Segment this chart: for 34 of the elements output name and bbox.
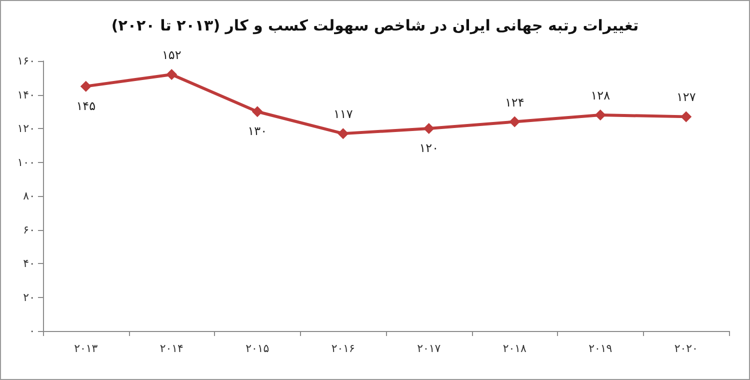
data-label: ۱۲۰: [419, 141, 439, 155]
x-tick-label: ۲۰۱۶: [331, 342, 355, 355]
point: [338, 128, 349, 140]
x-tick-label: ۲۰۱۳: [74, 342, 98, 355]
x-tick-label: ۲۰۱۵: [246, 342, 270, 355]
y-tick-label: ۱۴۰: [17, 88, 35, 102]
point: [252, 106, 263, 118]
data-label: ۱۲۸: [590, 88, 611, 102]
point: [166, 69, 178, 80]
point: [80, 80, 92, 92]
point: [509, 116, 520, 128]
data-label: ۱۳۰: [248, 124, 268, 138]
y-tick-label: ۱۰۰: [17, 156, 35, 169]
x-tick-label: ۲۰۱۹: [588, 342, 612, 355]
point: [423, 123, 434, 134]
y-tick-label: ۱۶۰: [17, 54, 35, 68]
x-tick-label: ۲۰۱۴: [160, 342, 184, 355]
point: [680, 111, 692, 122]
data-label: ۱۲۷: [676, 90, 696, 104]
y-tick-label: ۱۲۰: [17, 122, 35, 135]
data-label: ۱۵۲: [162, 48, 182, 62]
chart-title: تغییرات رتبه جهانی ایران در شاخص سهولت کسب و کار (۲۰۱۳ تا ۲۰۲۰): [111, 16, 639, 34]
data-label: ۱۴۵: [76, 98, 96, 113]
y-tick-label: ۸۰: [23, 190, 35, 202]
x-tick-label: ۲۰۲۰: [674, 342, 698, 355]
data-label: ۱۲۴: [504, 95, 524, 110]
y-tick-label: ۰: [29, 324, 35, 338]
y-tick-label: ۲۰: [23, 290, 35, 304]
y-tick-label: ۶۰: [23, 223, 35, 236]
point: [594, 110, 606, 120]
data-label: ۱۱۷: [333, 107, 354, 122]
x-tick-label: ۲۰۱۸: [502, 342, 527, 355]
y-tick-label: ۴۰: [23, 257, 35, 270]
x-tick-label: ۲۰۱۷: [417, 342, 441, 355]
